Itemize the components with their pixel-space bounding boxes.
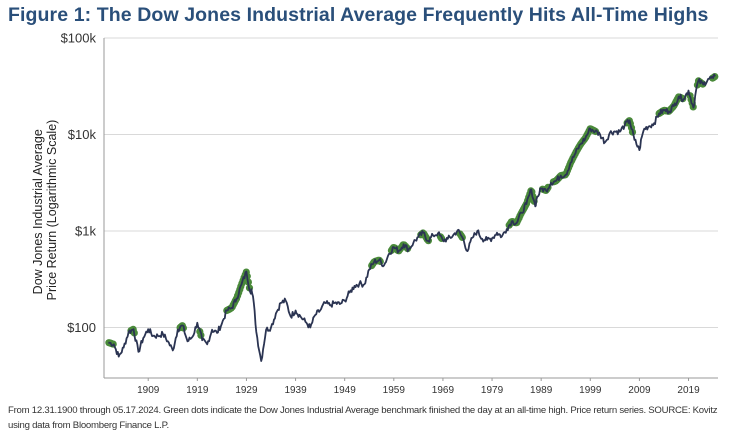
x-tick-label: 1949 [334, 385, 357, 396]
y-tick-label: $100 [67, 320, 96, 335]
x-tick-label: 1909 [137, 385, 160, 396]
y-tick-label: $10k [68, 127, 97, 142]
y-axis-title-line-2: Price Return (Logarithmic Scale) [45, 120, 59, 301]
x-tick-label: 1989 [530, 385, 553, 396]
gridlines [104, 37, 718, 329]
x-tick-label: 2009 [628, 385, 651, 396]
x-tick-label: 2019 [677, 385, 700, 396]
x-tick-label: 1969 [432, 385, 455, 396]
chart: $100 $1k $10k $100k 1909 1919 1929 1939 1949 195… [31, 31, 719, 396]
source-note: From 12.31.1900 through 05.17.2024. Gree… [8, 405, 718, 431]
y-tick-label: $1k [75, 224, 96, 239]
y-axis-title-line-1: Dow Jones Industrial Average [31, 129, 45, 294]
x-tick-label: 1979 [481, 385, 504, 396]
x-tick-labels: 1909 1919 1929 1939 1949 1959 1969 1979 1989 1999… [137, 378, 700, 396]
y-tick-label: $100k [61, 31, 97, 46]
x-tick-label: 1939 [284, 385, 307, 396]
figure-title: Figure 1: The Dow Jones Industrial Avera… [8, 4, 709, 26]
series-line [108, 73, 716, 362]
x-tick-label: 1929 [235, 385, 258, 396]
series-line-layer [108, 73, 716, 362]
x-tick-label: 1999 [579, 385, 602, 396]
y-axis-title: Dow Jones Industrial Average Price Retur… [31, 120, 59, 301]
all-time-high-dots [105, 73, 719, 348]
x-tick-label: 1919 [186, 385, 209, 396]
y-tick-labels: $100 $1k $10k $100k [61, 31, 97, 336]
x-tick-label: 1959 [383, 385, 406, 396]
